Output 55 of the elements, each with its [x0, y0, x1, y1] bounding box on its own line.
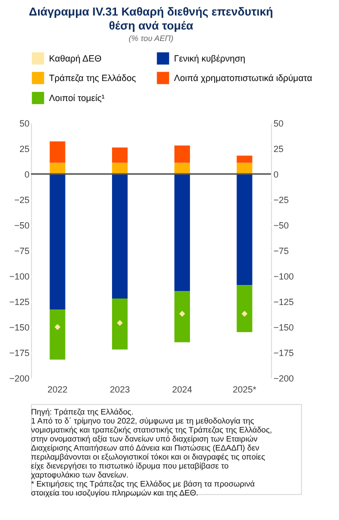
- y-tick-label: 0: [24, 170, 30, 180]
- y-tick-label: 50: [19, 118, 30, 128]
- y-tick-label: −75: [14, 246, 30, 256]
- y-tick-label: −25: [14, 195, 30, 205]
- y2-tick-label: −125: [274, 297, 294, 307]
- bar: [112, 174, 128, 298]
- y2-tick-label: −200: [274, 374, 294, 384]
- point: [179, 310, 186, 317]
- y2-tick-label: 50: [274, 118, 284, 128]
- legend-label: Γενική κυβέρνηση: [174, 53, 246, 64]
- text: 1 Από το δ΄ τρίμηνο του 2022, σύμφωνα με τη μεθοδολογία της νομισματικής και τραπεζικής στατιστικής της Τράπεζας της Ελλάδος, στην ονομαστική αξία των δανείων υπό διαχείριση των Εταιριών Διαχείρισης Απαιτήσεων από Δάνεια και Πιστώσεις (ΕΔΑΔΠ) δεν περιλαμβάνονται οι εξωλογιστικοί τόκοι και οι διαγραφές τις οποίες είχε διενεργήσει το πιστωτικό ίδρυμα που μεταβίβασε το χαρτοφυλάκιο των δανείων.: [31, 416, 272, 480]
- bar: [50, 174, 66, 310]
- y-tick-label: −50: [14, 220, 30, 230]
- bar: [174, 291, 190, 342]
- x-tick-label: 2024: [172, 384, 192, 394]
- bar: [174, 174, 190, 292]
- legend-label: Τράπεζα της Ελλάδος: [49, 73, 137, 83]
- point: [116, 320, 123, 326]
- chart-subtitle: (% του ΑΕΠ): [128, 34, 174, 43]
- y2-tick-label: 25: [274, 144, 284, 154]
- x-tick-label: 2025*: [232, 384, 257, 394]
- y-tick-label: −200: [9, 374, 30, 384]
- text: Πηγή: Τράπεζα της Ελλάδος.: [31, 408, 134, 416]
- chart-title: Διάγραμμα IV.31 Καθαρή διεθνής επενδυτική θέση ανά τομέα: [28, 6, 274, 32]
- bar: [50, 310, 66, 360]
- bar: [50, 162, 66, 174]
- legend-label: Καθαρή ΔΕΘ: [49, 53, 102, 64]
- y-tick-label: −150: [9, 322, 30, 332]
- bar: [112, 147, 128, 163]
- y-tick-label: −100: [9, 272, 30, 282]
- legend-label: Λοιπά χρηματοπιστωτικά ιδρύματα: [174, 73, 312, 83]
- bar: [174, 162, 190, 174]
- bar: [50, 141, 66, 163]
- bar: [112, 162, 128, 174]
- bar: [236, 162, 252, 174]
- bar: [174, 145, 190, 163]
- y2-tick-label: −50: [274, 220, 289, 230]
- y2-tick-label: −25: [274, 195, 289, 205]
- legend-label: Λοιποί τομείς¹: [49, 93, 105, 103]
- y2-tick-label: 0: [274, 170, 279, 180]
- y2-tick-label: −100: [274, 272, 294, 282]
- y2-tick-label: −175: [274, 348, 294, 358]
- y-tick-label: −175: [9, 348, 30, 358]
- y2-tick-label: −75: [274, 246, 289, 256]
- bar: [112, 298, 128, 350]
- y-tick-label: 25: [19, 144, 30, 154]
- bar: [236, 285, 252, 332]
- point: [242, 310, 248, 317]
- bar: [236, 156, 252, 163]
- y-tick-label: −125: [9, 297, 30, 307]
- bar: [236, 174, 252, 286]
- text: * Εκτιμήσεις της Τράπεζας της Ελλάδος με βάση τα προσωρινά στοιχεία του ισοζυγίου πληρωμών και της ΔΕΘ.: [31, 480, 256, 498]
- x-tick-label: 2022: [47, 384, 68, 394]
- y2-tick-label: −150: [274, 322, 294, 332]
- x-tick-label: 2023: [110, 384, 130, 394]
